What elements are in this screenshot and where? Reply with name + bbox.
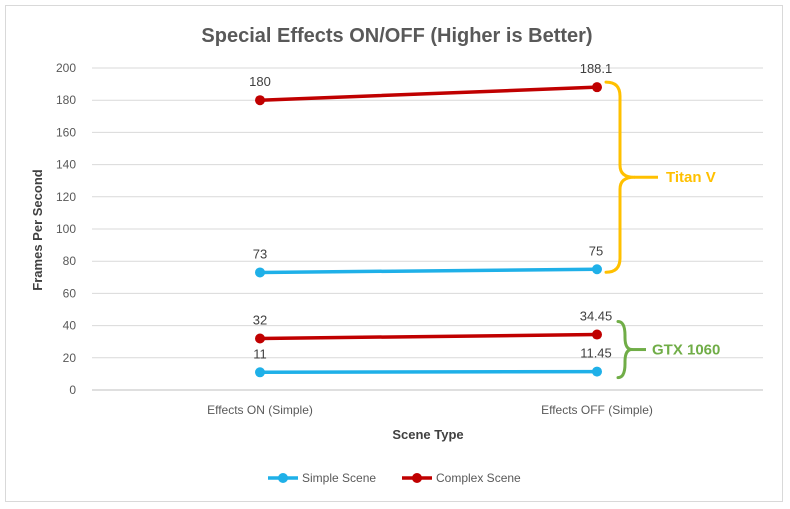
data-label: 11.45 — [580, 346, 612, 361]
data-point — [592, 82, 602, 93]
series-line — [258, 369, 599, 375]
legend-label: Simple Scene — [302, 471, 376, 485]
data-label: 32 — [253, 312, 267, 327]
data-label: 11 — [253, 346, 267, 361]
data-point — [255, 367, 265, 378]
y-tick-label: 40 — [63, 319, 77, 333]
y-tick-label: 60 — [63, 286, 77, 300]
x-tick-label: Effects ON (Simple) — [207, 403, 313, 417]
x-tick-label: Effects OFF (Simple) — [541, 403, 653, 417]
data-label: 34.45 — [580, 309, 613, 324]
data-point — [592, 366, 602, 377]
y-tick-label: 100 — [56, 222, 76, 236]
grid — [92, 67, 763, 391]
data-label: 180 — [249, 74, 271, 89]
data-label: 188.1 — [580, 61, 613, 76]
x-axis-title: Scene Type — [392, 427, 463, 442]
legend-marker — [278, 473, 288, 483]
y-axis-title: Frames Per Second — [30, 169, 45, 290]
data-point — [255, 267, 265, 278]
series-group: 180 188.1 73 75 32 34.45 11 11.45 — [249, 61, 613, 378]
series-line — [258, 332, 599, 341]
annotation-label: Titan V — [666, 169, 716, 186]
legend-marker — [412, 473, 422, 483]
data-point — [255, 95, 265, 106]
data-point — [255, 333, 265, 344]
y-tick-label: 20 — [63, 351, 77, 365]
y-tick-label: 120 — [56, 190, 76, 204]
data-label: 75 — [589, 243, 603, 258]
y-tick-label: 200 — [56, 61, 76, 75]
legend-label: Complex Scene — [436, 471, 521, 485]
y-tick-label: 0 — [69, 383, 76, 397]
chart-frame — [5, 5, 783, 502]
data-point — [592, 329, 602, 340]
brace — [604, 80, 636, 274]
series-line — [258, 267, 599, 275]
y-tick-label: 180 — [56, 93, 76, 107]
annotation-label: GTX 1060 — [652, 342, 720, 359]
chart-title: Special Effects ON/OFF (Higher is Better… — [201, 25, 592, 47]
y-tick-labels: 0 20 40 60 80 100 120 140 160 180 200 — [56, 61, 76, 397]
y-tick-label: 80 — [63, 254, 77, 268]
x-tick-labels: Effects ON (Simple) Effects OFF (Simple) — [207, 403, 653, 417]
series-line — [258, 85, 599, 102]
data-point — [592, 264, 602, 275]
legend: Simple Scene Complex Scene — [268, 471, 521, 485]
data-label: 73 — [253, 246, 267, 261]
y-tick-label: 160 — [56, 125, 76, 139]
brace — [616, 320, 634, 380]
annotations: Titan V GTX 1060 — [604, 80, 720, 380]
y-tick-label: 140 — [56, 158, 76, 172]
